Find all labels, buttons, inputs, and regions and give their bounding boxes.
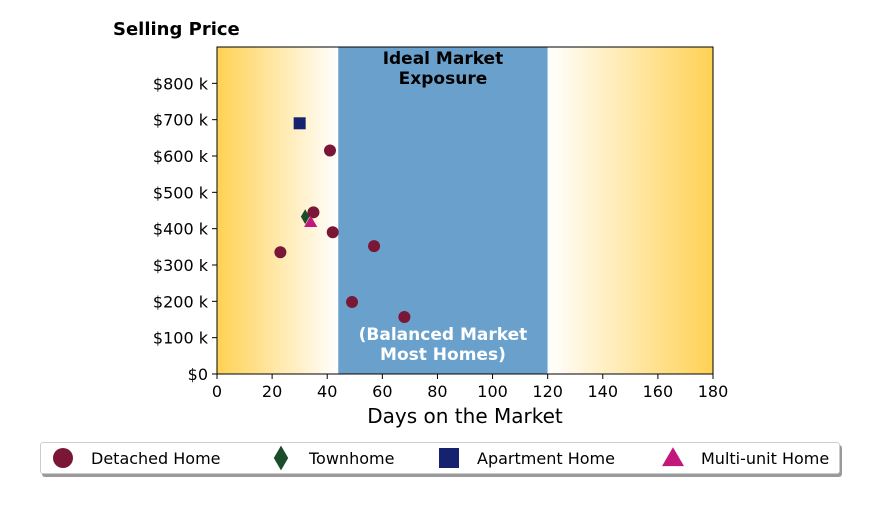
y-axis: $0 $100 k $200 k $300 k $400 k $500 k $600 k $7… [153,74,217,384]
x-axis-label: Days on the Market [367,404,563,428]
band-gradient-left [217,47,339,374]
band-solid [338,47,548,374]
square-marker-icon [439,448,459,468]
legend-label: Townhome [309,448,395,468]
x-tick-label: 40 [317,382,337,401]
x-tick-label: 120 [532,382,563,401]
annotation-line: Most Homes) [380,345,506,365]
annotation-bottom: (Balanced Market Most Homes) [359,325,528,365]
point-detached-home [274,246,287,259]
x-tick-label: 100 [477,382,508,401]
y-tick-label: $100 k [153,329,209,348]
annotation-line: Ideal Market [383,49,504,69]
legend-item-multi-unit-home: Multi-unit Home [661,443,829,473]
point-detached-home [326,226,339,239]
point-townhome [300,209,310,225]
legend-marker-townhome [273,445,289,471]
y-tick-label: $700 k [153,111,209,130]
triangle-marker-icon [662,447,684,467]
annotation-line: Exposure [399,69,488,89]
x-tick-label: 80 [427,382,447,401]
legend-label: Detached Home [91,448,221,468]
point-detached-home [346,296,359,309]
point-multi-unit-home [304,215,318,227]
y-tick-label: $600 k [153,147,209,166]
legend-label: Multi-unit Home [701,448,830,468]
legend: Detached Home Townhome Apartment Home Multi… [40,442,840,474]
x-tick-label: 60 [372,382,392,401]
annotation-top: Ideal Market Exposure [383,49,504,89]
x-tick-label: 20 [262,382,282,401]
data-points [274,117,411,323]
y-tick-label: $0 [188,365,208,384]
y-tick-label: $400 k [153,220,209,239]
x-axis: 0 20 40 60 80 100 120 140 160 180 [212,374,728,401]
y-tick-label: $500 k [153,183,209,202]
legend-marker-apartment-home [439,448,459,468]
x-tick-label: 140 [588,382,619,401]
x-tick-label: 0 [212,382,222,401]
diamond-marker-icon [273,445,289,471]
y-tick-label: $800 k [153,74,209,93]
y-tick-label: $300 k [153,256,209,275]
band-gradient-right [547,47,713,374]
chart-title: Selling Price [113,19,240,40]
legend-marker-detached-home [53,448,73,468]
point-detached-home [323,144,336,157]
legend-item-apartment-home: Apartment Home [437,443,615,473]
x-tick-label: 180 [698,382,729,401]
plot-frame [216,46,714,375]
point-detached-home [398,310,411,323]
legend-label: Apartment Home [477,448,615,468]
y-tick-label: $200 k [153,292,209,311]
legend-marker-multi-unit-home [662,447,684,467]
point-detached-home [368,240,381,253]
legend-item-townhome: Townhome [269,443,394,473]
circle-marker-icon [53,448,73,468]
point-apartment-home [293,117,306,130]
market-bands [217,47,713,374]
band-annotations: Ideal Market Exposure (Balanced Market Most… [359,49,528,365]
legend-item-detached-home: Detached Home [51,443,221,473]
scatter-chart: Selling Price Ideal Market Exposure (Balan… [113,19,728,428]
annotation-line: (Balanced Market [359,325,528,345]
x-tick-label: 160 [643,382,674,401]
point-detached-home [307,206,320,219]
